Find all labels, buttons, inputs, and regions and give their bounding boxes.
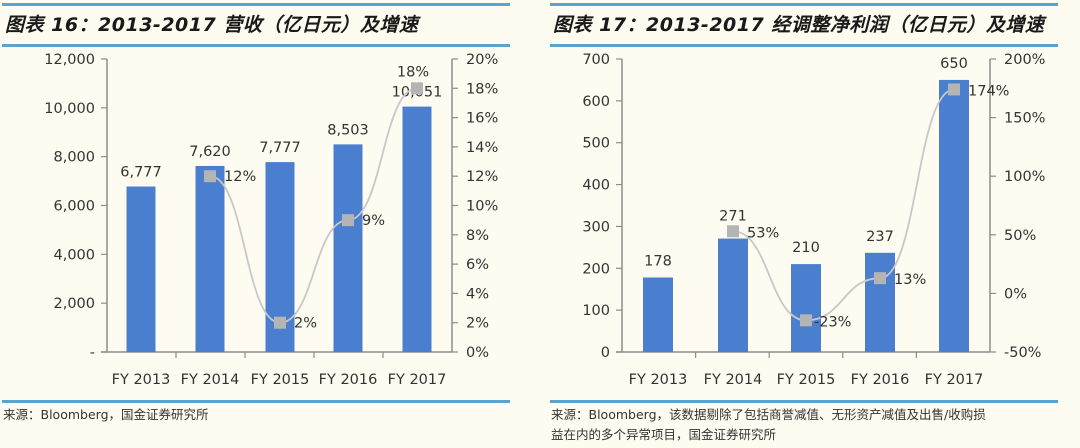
right-axis-label: 0% — [466, 345, 489, 361]
bar-value-label: 650 — [940, 56, 968, 72]
growth-value-label: 174% — [968, 83, 1009, 99]
right-axis-label: -50% — [1004, 345, 1041, 361]
source-rule — [550, 400, 1058, 403]
growth-marker — [204, 170, 216, 183]
x-axis-label: FY 2017 — [388, 372, 447, 388]
left-axis-label: 100 — [582, 303, 610, 319]
bar-value-label: 7,777 — [259, 140, 301, 156]
x-axis-label: FY 2016 — [851, 372, 910, 388]
left-axis-label: - — [90, 345, 95, 361]
left-axis-label: 2,000 — [53, 296, 95, 312]
right-axis-label: 200% — [1004, 52, 1045, 68]
bar-value-label: 271 — [719, 209, 747, 225]
right-axis-label: 8% — [466, 228, 489, 244]
source-rule — [2, 400, 510, 403]
title-top-rule — [2, 3, 510, 6]
growth-marker — [411, 82, 423, 95]
growth-marker — [874, 272, 886, 285]
right-axis-label: 150% — [1004, 111, 1045, 127]
growth-value-label: 18% — [397, 64, 429, 80]
right-axis-label: 0% — [1004, 286, 1027, 302]
bar-value-label: 8,503 — [327, 122, 369, 138]
growth-marker — [727, 225, 739, 238]
growth-value-label: 13% — [894, 272, 926, 288]
growth-line — [209, 87, 418, 324]
growth-line — [732, 88, 955, 322]
left-axis-label: 300 — [582, 219, 610, 235]
bar-value-label: 210 — [792, 240, 820, 256]
bar — [718, 238, 748, 352]
right-axis-label: 10% — [466, 199, 498, 215]
source-note: 来源：Bloomberg，该数据剔除了包括商誉减值、无形资产减值及出售/收购损 … — [551, 405, 986, 445]
growth-value-label: 53% — [747, 225, 779, 241]
bar-value-label: 178 — [644, 253, 672, 269]
x-axis-label: FY 2013 — [629, 372, 688, 388]
left-axis-label: 400 — [582, 178, 610, 194]
source-line-1: 来源：Bloomberg，该数据剔除了包括商誉减值、无形资产减值及出售/收购损 — [551, 407, 986, 422]
left-axis-label: 8,000 — [53, 150, 95, 166]
bar — [643, 277, 673, 352]
bar — [126, 186, 156, 352]
right-axis-label: 20% — [466, 52, 498, 68]
x-axis-label: FY 2013 — [112, 372, 171, 388]
growth-marker — [800, 314, 812, 327]
right-axis-label: 6% — [466, 257, 489, 273]
title-bottom-rule — [2, 44, 510, 47]
x-axis-label: FY 2016 — [319, 372, 378, 388]
bar — [402, 106, 432, 353]
revenue-chart: - 2,000 4,000 6,000 8,000 10,000 12,000 0% 2% 4% 6… — [44, 52, 498, 388]
growth-value-label: 12% — [224, 169, 256, 185]
x-axis-label: FY 2014 — [704, 372, 763, 388]
left-axis-label: 12,000 — [44, 52, 95, 68]
chart-title: 图表 17：2013-2017 经调整净利润（亿日元）及增速 — [553, 14, 1045, 36]
bar — [333, 144, 363, 352]
growth-marker — [342, 214, 354, 227]
bar — [195, 165, 225, 352]
right-axis-label: 18% — [466, 81, 498, 97]
left-axis-label: 200 — [582, 261, 610, 277]
right-axis-label: 50% — [1004, 228, 1036, 244]
chart-title: 图表 16：2013-2017 营收（亿日元）及增速 — [5, 14, 419, 36]
x-axis-label: FY 2015 — [777, 372, 836, 388]
bar — [791, 264, 821, 352]
bar — [865, 252, 895, 352]
left-axis-label: 6,000 — [53, 199, 95, 215]
source-note: 来源：Bloomberg，国金证券研究所 — [3, 407, 209, 422]
x-axis-label: FY 2014 — [181, 372, 240, 388]
growth-marker — [948, 83, 960, 96]
bar-value-label: 237 — [866, 229, 894, 245]
right-axis-label: 4% — [466, 286, 489, 302]
left-axis-label: 10,000 — [44, 101, 95, 117]
left-axis-label: 500 — [582, 136, 610, 152]
growth-value-label: -23% — [814, 314, 851, 330]
chart-panel-revenue: 图表 16：2013-2017 营收（亿日元）及增速 - 2,000 4,000 6,… — [2, 3, 510, 422]
left-axis-label: 0 — [601, 345, 610, 361]
left-axis-label: 4,000 — [53, 247, 95, 263]
right-axis-label: 14% — [466, 140, 498, 156]
growth-marker — [274, 316, 286, 329]
bar-value-label: 6,777 — [120, 165, 162, 181]
right-axis-label: 100% — [1004, 169, 1045, 185]
source-line-2: 益在内的多个异常项目，国金证券研究所 — [551, 427, 777, 442]
right-axis-label: 2% — [466, 316, 489, 332]
net-profit-chart: 0 100 200 300 400 500 600 700 -50% 0% 50% 100% 150% 2… — [582, 52, 1045, 388]
x-axis-label: FY 2017 — [925, 372, 984, 388]
bar — [939, 79, 969, 352]
right-axis-label: 16% — [466, 111, 498, 127]
growth-value-label: 2% — [294, 316, 317, 332]
x-axis-label: FY 2015 — [251, 372, 310, 388]
left-axis-label: 600 — [582, 94, 610, 110]
growth-value-label: 9% — [362, 213, 385, 229]
right-axis-label: 12% — [466, 169, 498, 185]
left-axis-label: 700 — [582, 52, 610, 68]
bar-value-label: 7,620 — [189, 144, 231, 160]
title-top-rule — [550, 3, 1058, 6]
title-bottom-rule — [550, 44, 1058, 47]
chart-panel-net-profit: 图表 17：2013-2017 经调整净利润（亿日元）及增速 0 100 200 30… — [540, 0, 1080, 448]
